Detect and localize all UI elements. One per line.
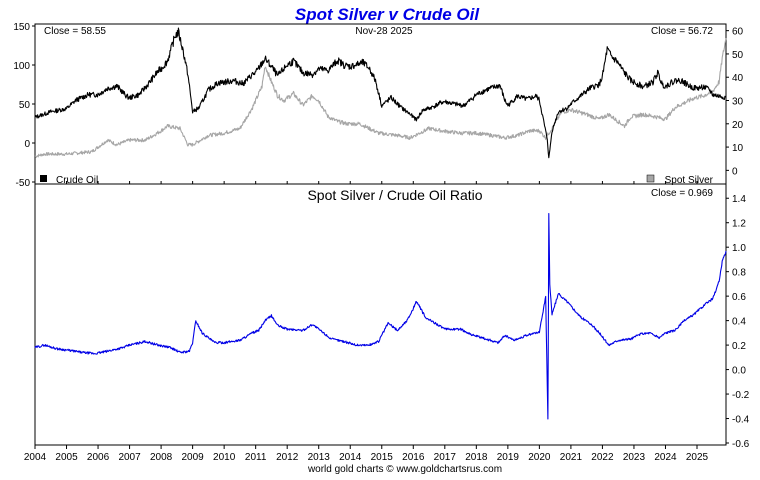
x-axis-tick-label: 2015 xyxy=(371,452,394,463)
ratio-axis-tick-label: -0.2 xyxy=(732,390,750,401)
chart-title: Spot Silver v Crude Oil xyxy=(295,5,480,24)
x-axis-tick-label: 2009 xyxy=(181,452,204,463)
x-axis-tick-label: 2020 xyxy=(528,452,551,463)
right-axis-tick-label: 50 xyxy=(732,50,744,61)
x-axis-tick-label: 2018 xyxy=(465,452,488,463)
right-axis-tick-label: 0 xyxy=(732,166,738,177)
left-axis-tick-label: -50 xyxy=(16,178,31,189)
x-axis-tick-label: 2023 xyxy=(623,452,646,463)
x-axis-tick-label: 2004 xyxy=(24,452,47,463)
x-axis-tick-label: 2025 xyxy=(686,452,709,463)
x-axis-tick-label: 2014 xyxy=(339,452,362,463)
spot-silver-legend-swatch xyxy=(646,174,655,183)
x-axis-tick-label: 2021 xyxy=(560,452,583,463)
footer-credit: world gold charts © www.goldchartsrus.co… xyxy=(307,464,502,475)
top-left-close-label: Close = 58.55 xyxy=(44,26,106,37)
left-axis-tick-label: 0 xyxy=(24,139,30,150)
x-axis-tick-label: 2005 xyxy=(55,452,78,463)
ratio-axis-tick-label: 0.2 xyxy=(732,341,746,352)
ratio-axis-tick-label: -0.4 xyxy=(732,415,750,426)
x-axis-tick-label: 2017 xyxy=(434,452,457,463)
chart-marks: 150100500-5060504030201001.41.21.00.80.6… xyxy=(13,22,749,463)
left-axis-tick-label: 50 xyxy=(19,100,31,111)
top-date-label: Nov-28 2025 xyxy=(355,26,413,37)
right-axis-tick-label: 40 xyxy=(732,73,744,84)
x-axis-tick-label: 2024 xyxy=(654,452,677,463)
crude-oil-legend-label: Crude Oil xyxy=(56,175,98,186)
ratio-axis-tick-label: 1.2 xyxy=(732,219,746,230)
ratio-axis-tick-label: 1.4 xyxy=(732,194,746,205)
x-axis-tick-label: 2022 xyxy=(591,452,614,463)
x-axis-tick-label: 2006 xyxy=(87,452,110,463)
left-axis-tick-label: 150 xyxy=(13,22,30,33)
x-axis-tick-label: 2013 xyxy=(308,452,331,463)
right-axis-tick-label: 10 xyxy=(732,143,744,154)
bottom-panel-frame xyxy=(34,183,727,446)
crude-oil-line xyxy=(34,27,727,159)
ratio-axis-tick-label: 0.8 xyxy=(732,268,746,279)
spot-silver-line xyxy=(34,38,727,158)
x-axis-tick-label: 2019 xyxy=(497,452,520,463)
ratio-close-label: Close = 0.969 xyxy=(651,188,713,199)
right-axis-tick-label: 60 xyxy=(732,27,744,38)
left-axis-tick-label: 100 xyxy=(13,61,30,72)
right-axis-tick-label: 30 xyxy=(732,97,744,108)
ratio-axis-tick-label: 0.4 xyxy=(732,317,746,328)
spot-silver-legend-label: Spot Silver xyxy=(665,175,714,186)
top-right-close-label: Close = 56.72 xyxy=(651,26,713,37)
crude-oil-legend-swatch xyxy=(40,175,47,182)
ratio-axis-tick-label: 0.0 xyxy=(732,366,746,377)
ratio-axis-tick-label: 1.0 xyxy=(732,243,746,254)
x-axis-tick-label: 2010 xyxy=(213,452,236,463)
x-axis-tick-label: 2008 xyxy=(150,452,173,463)
ratio-axis-tick-label: -0.6 xyxy=(732,439,750,450)
x-axis-tick-label: 2016 xyxy=(402,452,425,463)
x-axis-tick-label: 2007 xyxy=(118,452,141,463)
x-axis-tick-label: 2012 xyxy=(276,452,299,463)
x-axis-tick-label: 2011 xyxy=(245,452,267,463)
right-axis-tick-label: 20 xyxy=(732,120,744,131)
ratio-panel-title: Spot Silver / Crude Oil Ratio xyxy=(307,187,482,203)
ratio-axis-tick-label: 0.6 xyxy=(732,292,746,303)
ratio-line xyxy=(34,212,727,420)
